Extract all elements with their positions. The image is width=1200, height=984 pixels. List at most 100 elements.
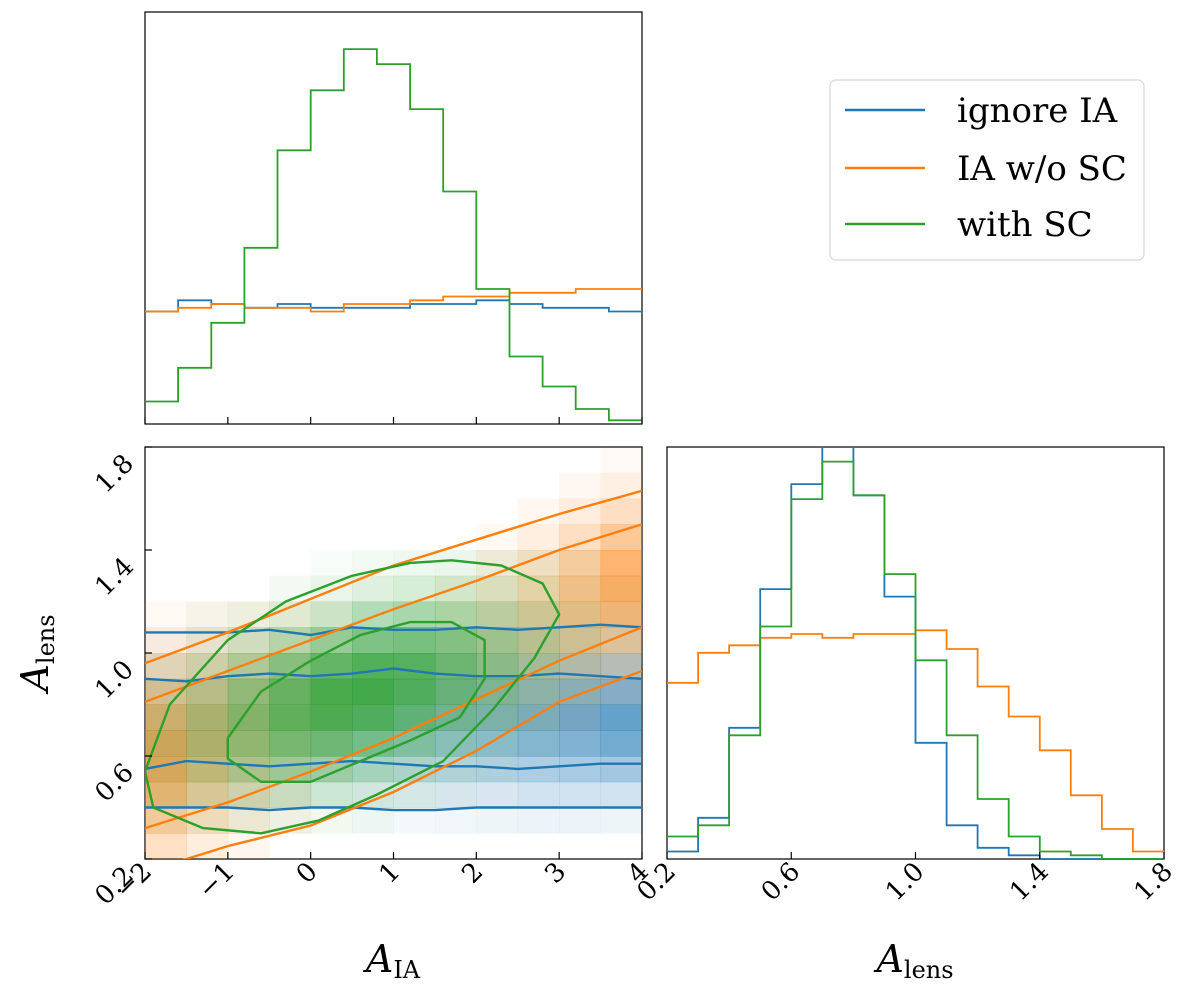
x-axis-label-right: Alens — [873, 937, 953, 984]
density-cell — [476, 704, 519, 731]
density-cell — [600, 472, 642, 499]
density-cell — [600, 653, 642, 680]
joint-density-cells — [145, 447, 642, 859]
right-x-tick-label: 1.4 — [1004, 857, 1054, 907]
y-axis-label-joint: Alens — [13, 614, 60, 694]
density-cell — [186, 704, 229, 731]
density-cell — [476, 575, 519, 602]
density-cell — [352, 704, 394, 731]
density-cell — [310, 781, 353, 808]
density-cell — [600, 678, 642, 705]
legend-label-ignore-ia: ignore IA — [957, 91, 1118, 131]
density-cell — [476, 601, 519, 628]
density-cell — [600, 601, 642, 628]
density-cell — [559, 730, 602, 757]
density-cell — [352, 756, 394, 783]
density-cell — [517, 730, 560, 757]
density-cell — [559, 807, 602, 834]
density-cell — [559, 704, 602, 731]
density-cell — [559, 524, 602, 551]
density-cell — [186, 653, 229, 680]
top-histogram-with-sc — [145, 48, 642, 422]
density-cell — [186, 730, 229, 757]
density-cell — [600, 550, 642, 577]
right-x-tick-label: 1.0 — [880, 857, 930, 907]
density-cell — [600, 781, 642, 808]
density-cell — [559, 678, 602, 705]
density-cell — [227, 678, 270, 705]
density-cell — [600, 653, 642, 680]
density-cell — [517, 601, 560, 628]
density-cell — [186, 730, 229, 757]
x-tick-label: 3 — [539, 857, 572, 890]
density-cell — [600, 807, 642, 834]
right-x-tick-label: 1.8 — [1128, 857, 1178, 907]
x-tick-label: 2 — [456, 857, 489, 890]
axis-ticks — [144, 417, 1165, 860]
density-cell — [600, 575, 642, 602]
density-cell — [352, 601, 394, 628]
x-tick-label: −1 — [192, 857, 240, 905]
density-cell — [517, 678, 560, 705]
density-cell — [145, 653, 187, 680]
density-cell — [476, 807, 519, 834]
density-cell — [517, 678, 560, 705]
density-cell — [186, 678, 229, 705]
density-cell — [559, 550, 602, 577]
top-histogram-ia-w-o-sc — [145, 288, 642, 313]
density-cell — [517, 704, 560, 731]
right-histograms — [667, 447, 1164, 859]
density-cell — [517, 601, 560, 628]
density-cell — [517, 678, 560, 705]
density-cell — [310, 601, 353, 628]
density-cell — [600, 704, 642, 731]
density-cell — [517, 730, 560, 757]
contour-ia-w-o-sc-2 — [145, 523, 642, 704]
density-cell — [393, 807, 436, 834]
density-cell — [559, 704, 602, 731]
density-cell — [559, 575, 602, 602]
density-cell — [186, 602, 228, 628]
density-cell — [269, 781, 312, 808]
density-cell — [352, 678, 394, 705]
top-histogram-ignore-ia — [145, 299, 642, 313]
density-cell — [476, 730, 519, 757]
density-cell — [393, 653, 436, 680]
y-tick-label: 1.4 — [89, 552, 139, 602]
density-cell — [476, 601, 519, 628]
density-cell — [145, 833, 187, 859]
contour-ignore-ia-1 — [145, 759, 642, 771]
joint-contours — [145, 489, 642, 859]
density-cell — [476, 653, 519, 680]
density-cell — [600, 575, 642, 602]
density-cell — [393, 781, 436, 808]
density-cell — [227, 730, 270, 757]
density-cell — [145, 653, 187, 680]
density-cell — [269, 575, 312, 602]
density-cell — [393, 678, 436, 705]
density-cell — [310, 704, 353, 731]
density-cell — [600, 498, 642, 525]
density-cell — [517, 601, 560, 628]
density-cell — [517, 575, 560, 602]
density-cell — [352, 807, 394, 834]
density-cell — [227, 730, 270, 757]
density-cell — [434, 781, 477, 808]
density-cell — [559, 627, 602, 654]
density-cell — [186, 756, 229, 783]
density-cell — [559, 472, 602, 499]
density-cell — [227, 756, 270, 783]
contour-ignore-ia-0 — [145, 806, 642, 812]
legend-label-ia-wo-sc: IA w/o SC — [957, 149, 1127, 189]
density-cell — [145, 653, 187, 680]
density-cell — [352, 653, 394, 680]
density-cell — [186, 601, 229, 628]
density-cell — [517, 575, 560, 602]
density-cell — [310, 730, 353, 757]
density-cell — [186, 653, 229, 680]
x-tick-label: 1 — [374, 857, 407, 890]
density-cell — [476, 730, 519, 757]
density-cell — [559, 601, 602, 628]
density-cell — [600, 730, 642, 757]
right-histogram-with-sc — [667, 460, 1164, 859]
